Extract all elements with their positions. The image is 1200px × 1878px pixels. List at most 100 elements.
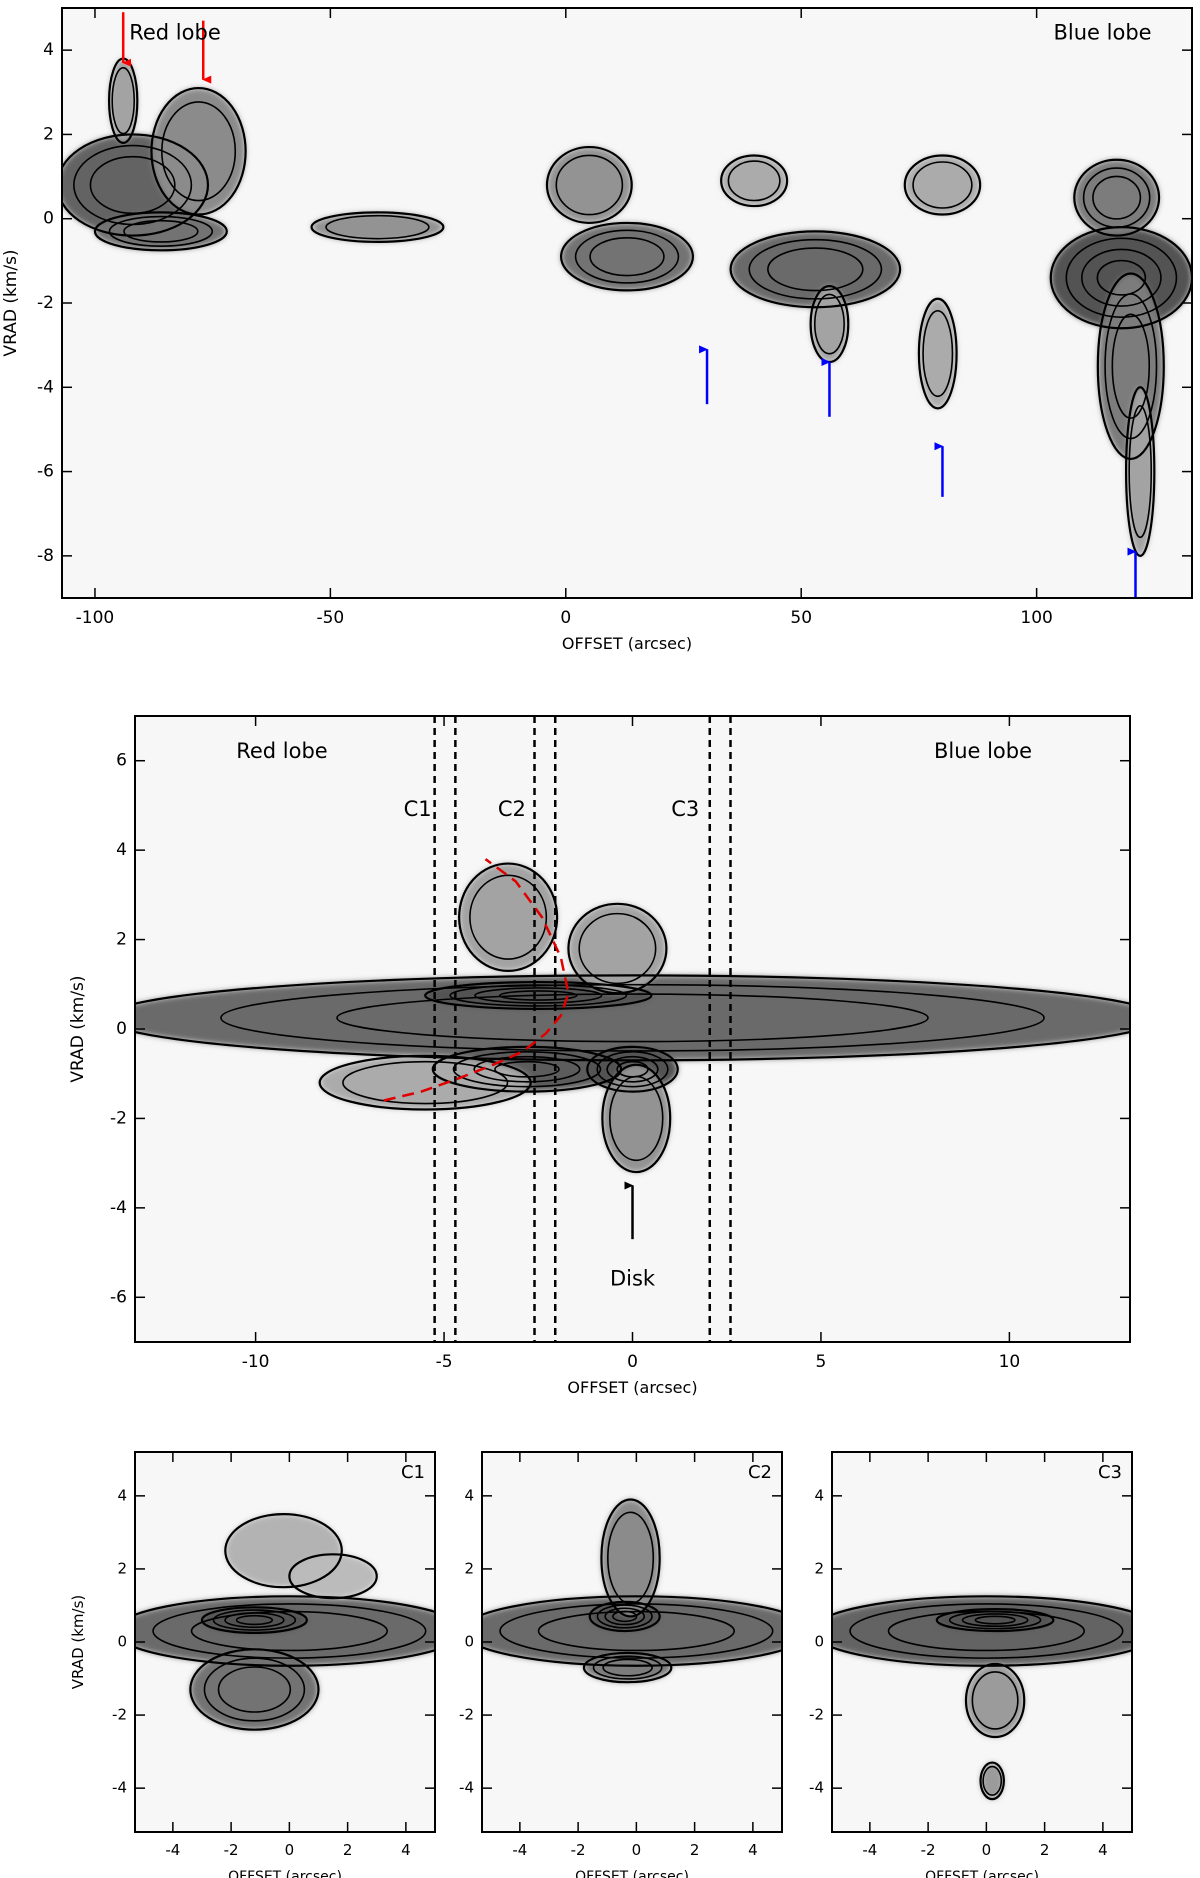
annotation-label: C3: [671, 797, 699, 821]
contour: [499, 1603, 774, 1659]
x-tick-label: 0: [982, 1841, 992, 1859]
contour: [452, 1051, 602, 1088]
emission-blob: [568, 903, 667, 994]
x-tick-label: 50: [790, 608, 812, 628]
y-axis-label: VRAD (km/s): [1, 249, 21, 356]
contour: [217, 1666, 292, 1713]
contour: [161, 101, 237, 202]
y-tick-label: -2: [37, 293, 54, 313]
y-tick-label: 2: [117, 1559, 127, 1577]
x-tick-label: 2: [1040, 1841, 1050, 1859]
emission-layer: [135, 862, 1130, 1174]
panel-c1: C1 -4 -2 0 2 4 -4 -2 0 2 4 OFFSET (arcsec) VRAD (km/…: [69, 1451, 436, 1878]
y-tick-label: 2: [814, 1559, 824, 1577]
contour: [555, 154, 624, 216]
contour: [1065, 237, 1178, 318]
annotation-label: C2: [498, 797, 526, 821]
emission-blob: [289, 1554, 377, 1599]
contour: [729, 230, 902, 309]
emission-layer: [62, 57, 1192, 557]
x-tick-label: 4: [401, 1841, 411, 1859]
contour: [482, 1595, 782, 1667]
contour: [961, 1613, 1029, 1628]
annotation-label: Red lobe: [129, 20, 221, 44]
dashed-curve: [383, 858, 570, 1102]
y-axis-label: VRAD (km/s): [69, 1595, 87, 1690]
annotation-label: Disk: [610, 1266, 656, 1290]
contour: [609, 1075, 664, 1162]
contour: [567, 902, 668, 995]
contour: [586, 1045, 679, 1093]
emission-blob: [135, 975, 1130, 1061]
y-tick-label: -4: [459, 1779, 474, 1797]
contour: [1096, 259, 1147, 296]
y-tick-label: -2: [459, 1706, 474, 1724]
x-tick-label: 4: [1098, 1841, 1108, 1859]
contour: [537, 1610, 736, 1652]
contour: [607, 1511, 655, 1605]
contour: [596, 1051, 669, 1088]
contour: [606, 1055, 659, 1083]
y-tick-label: -8: [37, 546, 54, 566]
y-tick-label: 0: [814, 1633, 824, 1651]
contour: [123, 219, 199, 243]
annotation-label: Red lobe: [236, 739, 328, 763]
emission-blob: [730, 231, 901, 308]
x-tick-label: -100: [76, 608, 115, 628]
y-tick-label: -6: [110, 1287, 127, 1307]
y-tick-label: 4: [43, 40, 54, 60]
emission-blob: [601, 1499, 660, 1617]
contour: [336, 993, 929, 1043]
x-tick-label: -4: [165, 1841, 180, 1859]
y-axis-label: VRAD (km/s): [68, 975, 88, 1082]
contour: [917, 297, 958, 410]
emission-blob: [561, 222, 693, 291]
contour: [974, 1615, 1016, 1625]
emission-layer: [832, 1595, 1132, 1801]
annotation-label: Blue lobe: [934, 739, 1032, 763]
y-tick-label: 2: [116, 930, 127, 950]
contour: [982, 1765, 1003, 1796]
contour: [1092, 175, 1142, 220]
contour: [224, 1612, 285, 1629]
emission-blob: [583, 1652, 672, 1683]
x-tick-label: 2: [343, 1841, 353, 1859]
contour: [922, 310, 954, 398]
emission-blob: [918, 298, 957, 409]
contour: [903, 154, 982, 216]
contour: [935, 1608, 1055, 1633]
contour: [235, 1614, 274, 1626]
contour: [224, 1513, 343, 1589]
panel-c3: C3 -4 -2 0 2 4 -4 -2 0 2 4 OFFSET (arcsec): [809, 1451, 1133, 1878]
emission-blob: [319, 1055, 531, 1110]
panel-middle: Red lobe Blue lobe C1 C2 C3 Disk -10 -5 0 5 10 -6 -4…: [68, 715, 1131, 1397]
contour: [596, 1604, 653, 1629]
y-tick-label: -4: [37, 377, 54, 397]
contour: [318, 1054, 532, 1111]
x-tick-label: 4: [748, 1841, 758, 1859]
y-tick-label: 0: [116, 1019, 127, 1039]
x-tick-label: 0: [560, 608, 571, 628]
contour: [1082, 167, 1151, 229]
panel-label: C3: [1098, 1462, 1122, 1483]
x-tick-label: 0: [627, 1352, 638, 1372]
y-tick-label: -4: [112, 1779, 127, 1797]
contour: [849, 1603, 1124, 1659]
x-tick-label: 100: [1020, 608, 1052, 628]
contour: [212, 1609, 297, 1631]
annotation-label: C1: [404, 797, 432, 821]
contour: [600, 1498, 661, 1618]
contour: [93, 211, 228, 252]
x-tick-label: -10: [242, 1352, 270, 1372]
x-tick-label: -4: [512, 1841, 527, 1859]
contour: [727, 160, 781, 202]
contour: [767, 247, 864, 292]
x-tick-label: 0: [285, 1841, 295, 1859]
y-tick-label: 0: [464, 1633, 474, 1651]
contour: [220, 983, 1045, 1052]
contour: [325, 214, 430, 240]
contour: [574, 229, 680, 284]
x-axis-label: OFFSET (arcsec): [562, 634, 692, 653]
contour: [310, 211, 445, 243]
x-axis-label: OFFSET (arcsec): [575, 1869, 689, 1878]
